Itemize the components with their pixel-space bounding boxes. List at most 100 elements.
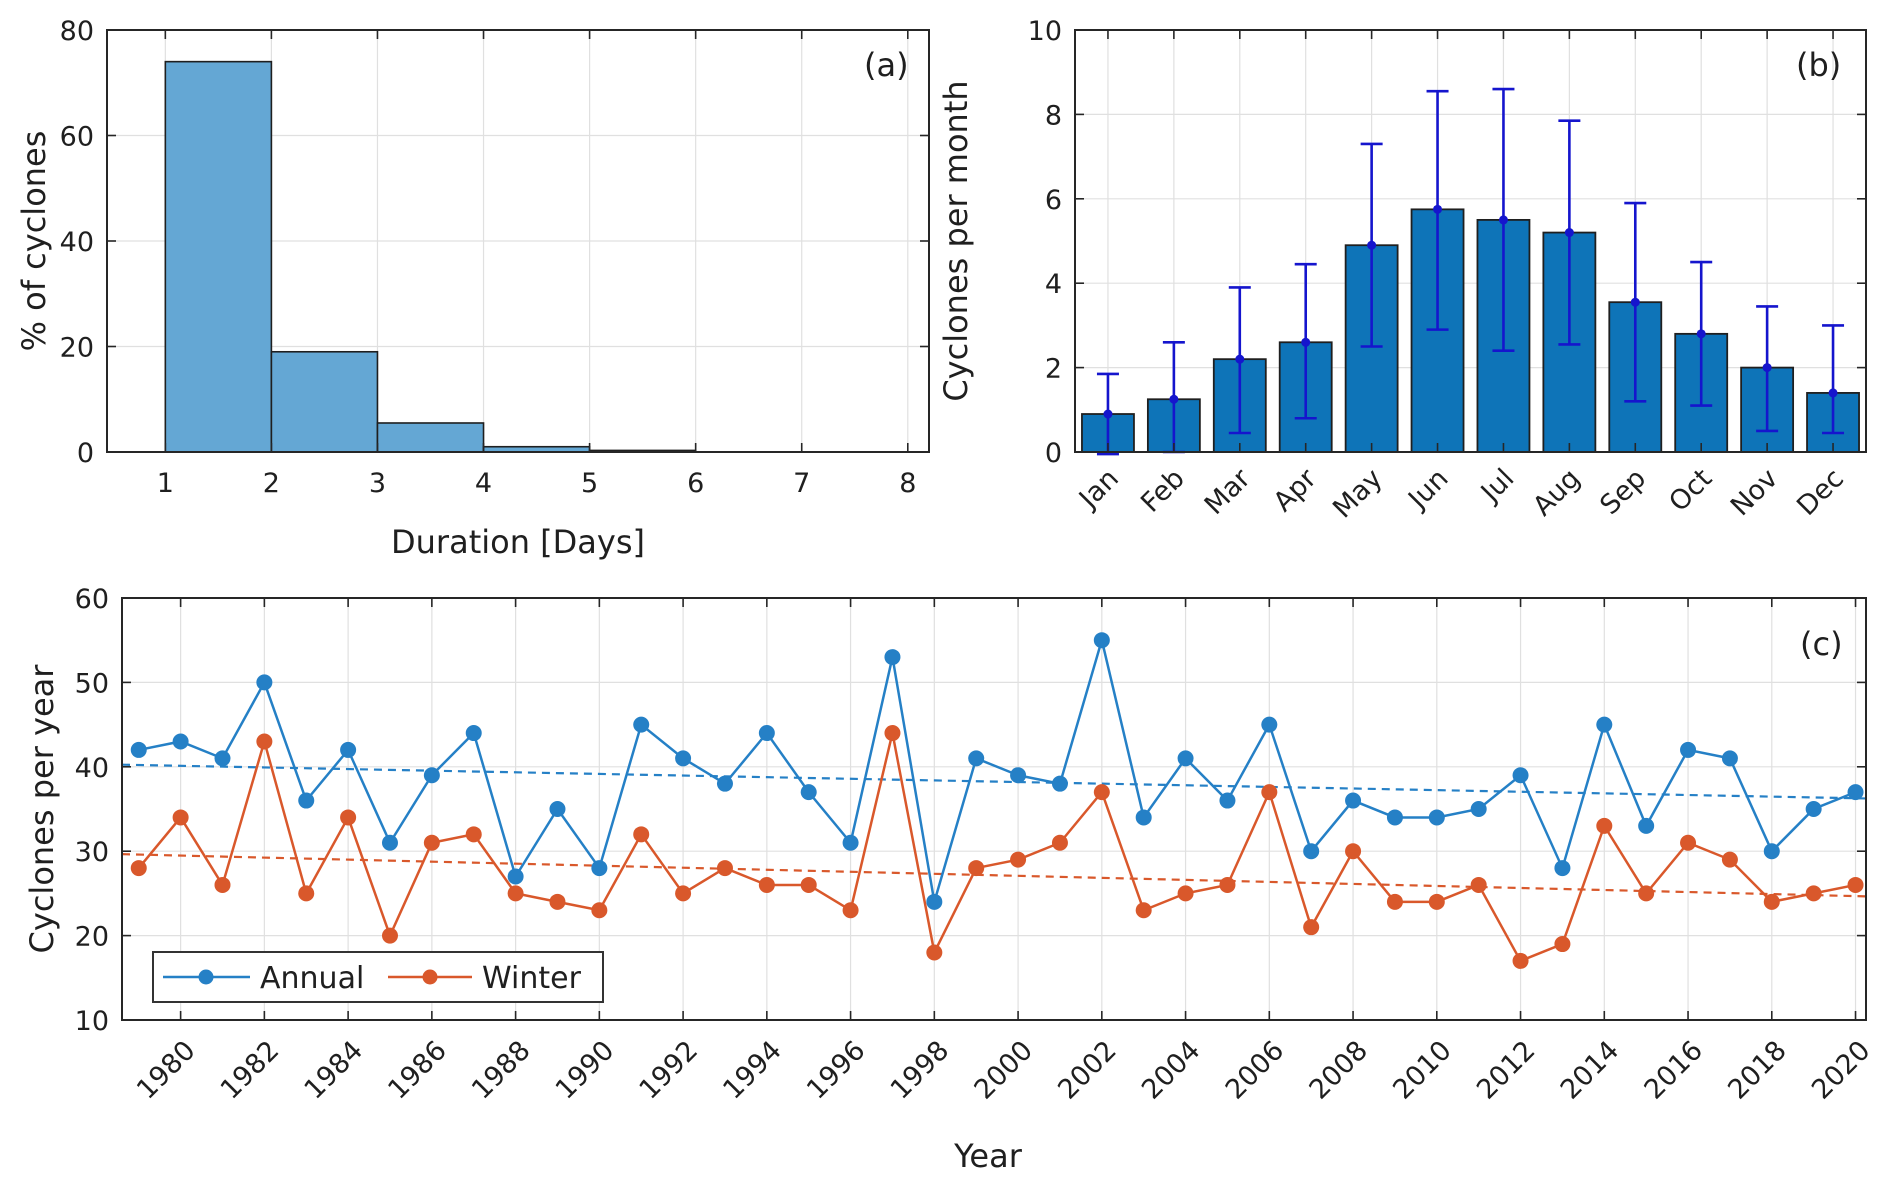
data-point-annual (1470, 801, 1487, 817)
data-point-annual (1638, 817, 1655, 834)
histogram-bar (376, 422, 485, 453)
year-tick-label: 1990 (550, 1035, 621, 1106)
error-bar-marker (1433, 204, 1443, 214)
year-tick-label: 1992 (634, 1035, 705, 1106)
year-tick-label: 1994 (717, 1035, 788, 1106)
data-point-winter (1303, 919, 1320, 936)
axes-box (1074, 29, 1867, 453)
year-tick-label: 2010 (1387, 1035, 1458, 1106)
year-tick-label: 2014 (1555, 1035, 1626, 1106)
y-tick-label: 40 (75, 753, 109, 784)
x-tick-label: 5 (581, 468, 598, 499)
data-point-winter (968, 860, 985, 877)
data-point-annual (549, 801, 566, 817)
y-tick-label: 40 (60, 227, 94, 258)
panel-b-label: (b) (1796, 46, 1842, 84)
data-point-annual (1051, 775, 1068, 792)
data-point-winter (1680, 834, 1697, 851)
trend-line-annual (121, 763, 1867, 800)
data-point-annual (1554, 860, 1571, 877)
month-tick-label: Apr (1268, 462, 1324, 518)
data-point-annual (381, 834, 398, 851)
x-tick-label: 1 (157, 468, 174, 499)
error-bar-marker (1696, 329, 1706, 339)
y-tick-label: 10 (1028, 16, 1062, 47)
data-point-annual (507, 868, 524, 885)
data-point-winter (1051, 834, 1068, 851)
trend-line-winter (121, 853, 1867, 898)
data-point-annual (1219, 792, 1236, 809)
data-point-annual (130, 741, 147, 758)
panel-b-monthly-cyclones-bar-chart: 0 2 4 6 8 10 Jan Feb Mar Apr May Jun Jul Aug Sep Oct Nov… (1028, 16, 1867, 524)
data-point-annual (1763, 843, 1780, 860)
data-point-annual (298, 792, 315, 809)
data-point-annual (214, 750, 231, 767)
year-tick-label: 2012 (1471, 1035, 1542, 1106)
data-point-annual (1805, 801, 1822, 817)
data-point-winter (465, 826, 482, 843)
y-tick-label: 20 (60, 333, 94, 364)
data-point-annual (591, 860, 608, 877)
y-tick-label: 60 (60, 122, 94, 153)
histogram-bar (270, 350, 379, 453)
y-tick-label: 6 (1045, 185, 1062, 216)
panel-a-label: (a) (864, 46, 909, 84)
data-point-winter (884, 725, 901, 742)
y-tick-label: 10 (75, 1006, 109, 1037)
data-point-winter (298, 885, 315, 902)
data-point-winter (1010, 851, 1027, 868)
data-point-annual (1303, 843, 1320, 860)
data-point-annual (842, 834, 859, 851)
data-point-annual (1847, 784, 1864, 801)
year-tick-label: 1996 (801, 1035, 872, 1106)
month-tick-label: Jan (1072, 463, 1125, 516)
year-tick-label: 1984 (299, 1035, 370, 1106)
y-tick-label: 50 (75, 668, 109, 699)
data-point-annual (1428, 809, 1445, 826)
data-point-annual (1093, 632, 1110, 649)
data-point-annual (172, 733, 189, 750)
legend-label-winter: Winter (482, 961, 582, 996)
data-point-winter (1638, 885, 1655, 902)
x-tick-label: 8 (899, 468, 916, 499)
month-tick-label: May (1327, 463, 1388, 524)
data-point-annual (423, 767, 440, 784)
month-tick-label: Sep (1594, 463, 1652, 521)
axes-box (121, 597, 1867, 1021)
data-point-winter (1512, 952, 1529, 969)
panel-b-y-axis-label: Cyclones per month (937, 80, 975, 402)
data-point-annual (465, 725, 482, 742)
series-line-annual (138, 635, 1856, 903)
data-point-winter (1554, 936, 1571, 953)
error-bar-marker (1564, 228, 1574, 238)
year-tick-label: 2008 (1303, 1035, 1374, 1106)
data-point-winter (926, 944, 943, 961)
month-tick-label: Jun (1401, 463, 1454, 516)
x-tick-label: 2 (263, 468, 280, 499)
y-tick-label: 0 (77, 438, 94, 469)
data-point-winter (1596, 817, 1613, 834)
panel-c-x-axis-label: Year (954, 1137, 1022, 1175)
data-point-winter (507, 885, 524, 902)
data-point-winter (1805, 885, 1822, 902)
data-point-winter (1219, 876, 1236, 893)
month-tick-label: Mar (1199, 462, 1258, 521)
x-tick-label: 6 (687, 468, 704, 499)
month-tick-label: Feb (1135, 463, 1191, 519)
data-point-winter (800, 876, 817, 893)
month-tick-label: Aug (1527, 463, 1586, 522)
data-point-winter (1721, 851, 1738, 868)
data-point-annual (675, 750, 692, 767)
series-line-winter (137, 732, 1856, 963)
error-bar-marker (1301, 337, 1311, 347)
error-bar-marker (1169, 394, 1179, 404)
x-tick-label: 3 (369, 468, 386, 499)
year-tick-label: 2006 (1220, 1035, 1291, 1106)
panel-a-y-axis-label: % of cyclones (15, 130, 53, 352)
panel-a-x-axis-label: Duration [Days] (391, 523, 645, 561)
month-tick-label: Oct (1663, 463, 1718, 518)
data-point-winter (130, 860, 147, 877)
year-tick-label: 1988 (466, 1035, 537, 1106)
year-tick-label: 2020 (1806, 1035, 1877, 1106)
